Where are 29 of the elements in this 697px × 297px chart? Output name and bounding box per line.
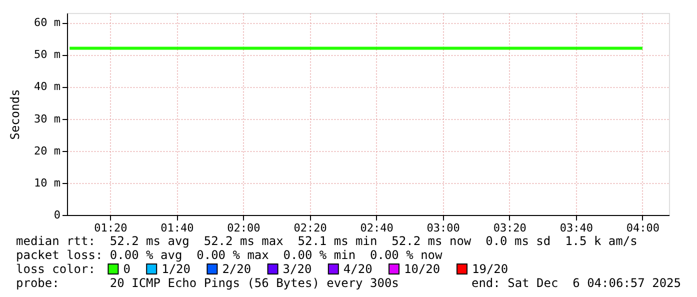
legend-label: 10/20 (404, 262, 440, 276)
x-tick-label: 04:00 (626, 222, 660, 234)
x-tick-label: 01:40 (160, 222, 194, 234)
legend-label: 1/20 (162, 262, 191, 276)
text: median rtt: 52.2 ms avg 52.2 ms max 52.1 ms min 52.2 ms now 0.0 ms sd 1.5 k am/s (16, 234, 638, 248)
x-tick-label: 02:40 (360, 222, 394, 234)
y-tick-label: 30 m (34, 112, 61, 126)
legend-label: 3/20 (282, 262, 312, 276)
text: probe: 20 ICMP Echo Pings (56 Bytes) every 300s (16, 276, 399, 290)
y-tick-label: 50 m (34, 48, 61, 62)
legend-label: 19/20 (472, 262, 508, 276)
y-tick-label: 10 m (34, 176, 61, 190)
x-tick-label: 01:20 (94, 222, 128, 234)
text: end: Sat Dec 6 04:06:57 2025 (471, 276, 681, 290)
y-tick-label: 40 m (34, 80, 61, 94)
x-tick-label: 03:40 (560, 222, 593, 234)
x-tick-label: 03:00 (426, 222, 460, 234)
x-tick-label: 02:00 (227, 222, 260, 234)
legend-title: loss color: (16, 262, 96, 276)
legend-label: 2/20 (222, 262, 252, 276)
legend-label: 0 (123, 262, 130, 276)
y-axis-title: Seconds (8, 89, 22, 140)
y-tick-label: 0 (54, 208, 60, 222)
y-tick-label: 60 m (34, 16, 61, 30)
legend-label: 4/20 (343, 262, 372, 276)
x-tick-label: 03:20 (493, 222, 526, 234)
x-tick-label: 02:20 (294, 222, 327, 234)
y-tick-label: 20 m (34, 144, 61, 158)
text: packet loss: 0.00 % avg 0.00 % max 0.00 % min 0.00 % now (16, 248, 444, 262)
